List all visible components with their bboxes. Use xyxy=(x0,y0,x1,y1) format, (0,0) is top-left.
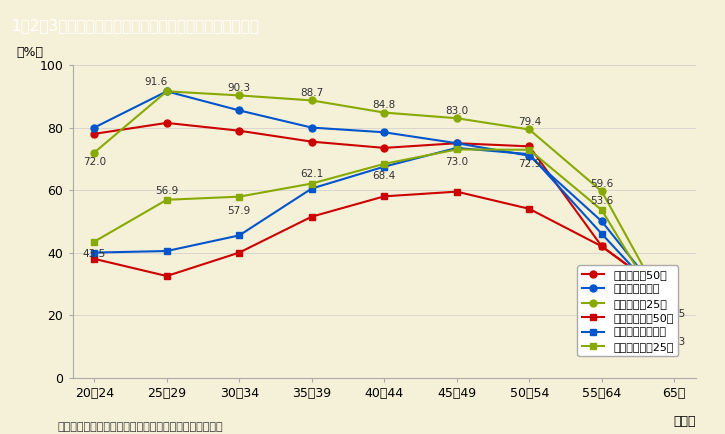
Text: （%）: （%） xyxy=(17,46,44,59)
Text: 43.5: 43.5 xyxy=(83,249,106,259)
Text: 56.9: 56.9 xyxy=(155,185,178,196)
Text: 59.6: 59.6 xyxy=(590,179,613,189)
Text: 15.3: 15.3 xyxy=(663,337,686,347)
Legend: 未婚（昭和50）, 未婚（平成２）, 未婚（平成25）, 有配偶（昭和50）, 有配偶（平成２）, 有配偶（平成25）: 未婚（昭和50）, 未婚（平成２）, 未婚（平成25）, 有配偶（昭和50）, … xyxy=(578,265,678,356)
Text: 72.9: 72.9 xyxy=(518,159,541,169)
Text: （歳）: （歳） xyxy=(674,415,696,428)
Text: 72.0: 72.0 xyxy=(83,157,106,167)
Text: 57.9: 57.9 xyxy=(228,206,251,216)
Text: 1－2－3図　配偶関係・年齢階級別女性の労働力率の推移: 1－2－3図 配偶関係・年齢階級別女性の労働力率の推移 xyxy=(11,19,259,33)
Text: 84.8: 84.8 xyxy=(373,100,396,110)
Text: 83.0: 83.0 xyxy=(445,105,468,115)
Text: 79.4: 79.4 xyxy=(518,117,541,127)
Text: 90.3: 90.3 xyxy=(228,83,251,93)
Text: 53.6: 53.6 xyxy=(590,196,613,206)
Text: 68.4: 68.4 xyxy=(373,171,396,181)
Text: 73.0: 73.0 xyxy=(445,157,468,167)
Text: （備考）総務省「労働力調査（基本集計）」より作成。: （備考）総務省「労働力調査（基本集計）」より作成。 xyxy=(58,422,223,432)
Text: 88.7: 88.7 xyxy=(300,88,323,98)
Text: 62.1: 62.1 xyxy=(300,169,323,179)
Text: 17.5: 17.5 xyxy=(663,309,686,319)
Text: 91.6: 91.6 xyxy=(144,77,167,87)
